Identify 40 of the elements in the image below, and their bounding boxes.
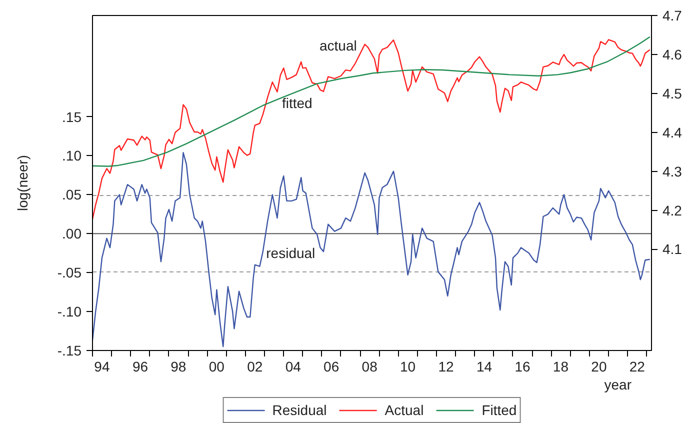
- legend-label: Actual: [384, 401, 424, 419]
- legend-label: Fitted: [482, 401, 517, 419]
- line-series: [92, 36, 650, 167]
- annotation: actual: [320, 38, 357, 54]
- x-tick-label: 94: [94, 358, 110, 374]
- x-tick-label: 14: [476, 358, 492, 374]
- x-tick-label: 18: [552, 358, 569, 374]
- y-tick-label: -.15: [57, 342, 82, 358]
- y2-tick-label: 4.7: [662, 8, 682, 24]
- annotation: residual: [266, 245, 316, 262]
- x-tick-label: 04: [285, 358, 302, 374]
- y2-tick-label: 4.2: [662, 202, 682, 218]
- y2-tick-label: 4.5: [662, 85, 682, 102]
- x-tick-label: 96: [132, 358, 148, 374]
- x-tick-label: 08: [362, 358, 378, 374]
- x-axis-title: year: [604, 376, 632, 392]
- y-tick-label: .15: [62, 108, 82, 125]
- line-series: [92, 39, 650, 220]
- x-tick-label: 98: [170, 358, 186, 374]
- y-tick-label: .10: [62, 148, 82, 164]
- y-axis-title: log(neer): [14, 154, 30, 212]
- y-tick-label: .05: [62, 186, 82, 203]
- x-tick-label: 20: [591, 358, 607, 374]
- y2-tick-label: 4.1: [662, 241, 682, 258]
- annotation: fitted: [282, 94, 312, 111]
- y2-tick-label: 4.3: [662, 163, 682, 180]
- x-tick-label: 06: [324, 358, 340, 374]
- x-tick-label: 02: [247, 358, 263, 374]
- y-tick-label: -.05: [57, 264, 82, 281]
- x-tick-label: 10: [400, 358, 416, 374]
- legend-label: Residual: [272, 401, 327, 419]
- x-tick-label: 00: [208, 358, 225, 374]
- x-tick-label: 22: [629, 358, 646, 374]
- x-tick-label: 12: [438, 358, 454, 374]
- y2-tick-label: 4.6: [662, 46, 682, 62]
- y-tick-label: .00: [62, 226, 82, 242]
- x-tick-label: 16: [514, 358, 531, 374]
- line-series: [92, 152, 650, 348]
- y-tick-label: -.10: [57, 304, 82, 320]
- y2-tick-label: 4.4: [662, 124, 682, 140]
